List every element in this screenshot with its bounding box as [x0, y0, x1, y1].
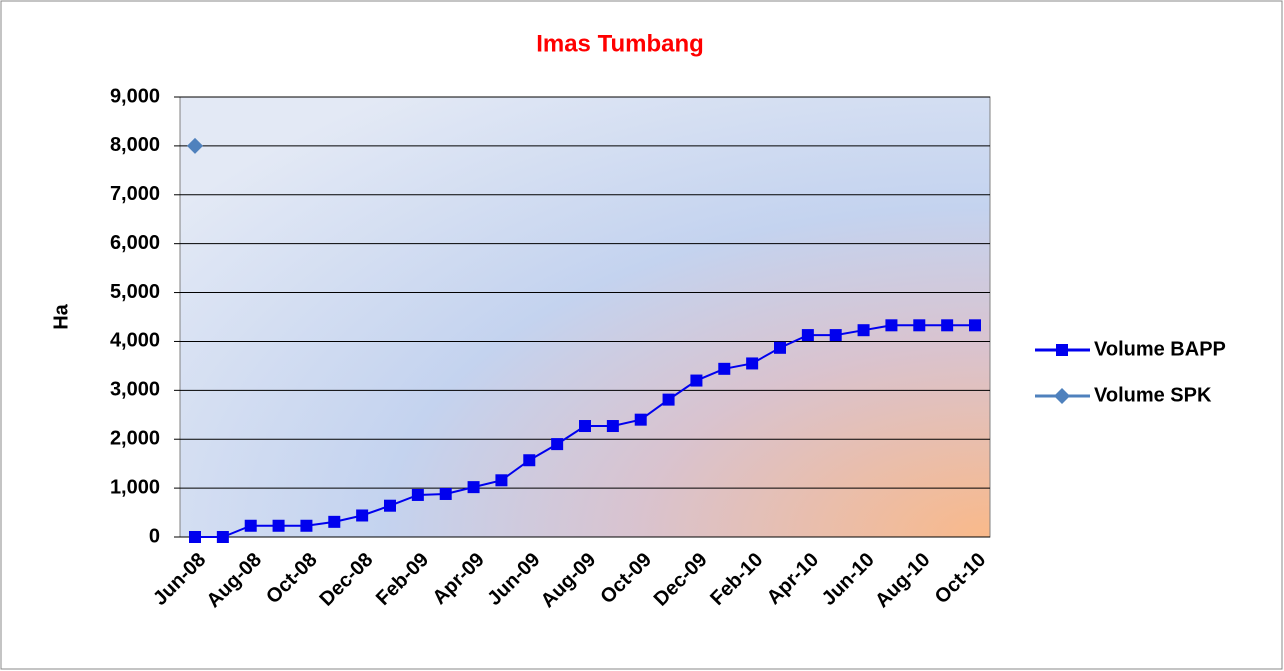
marker	[189, 531, 201, 543]
marker	[690, 374, 703, 387]
marker	[774, 341, 786, 354]
chart-title: Imas Tumbang	[536, 30, 704, 57]
marker	[634, 413, 647, 426]
y-tick-label: 4,000	[110, 330, 160, 352]
marker	[551, 438, 564, 451]
marker	[300, 519, 313, 532]
y-tick-label: 3,000	[110, 379, 160, 401]
marker	[885, 319, 898, 332]
y-tick-label: 0	[149, 525, 160, 547]
y-tick-label: 5,000	[110, 281, 160, 303]
legend-label: Volume BAPP	[1094, 338, 1226, 360]
marker	[356, 509, 369, 522]
marker	[523, 454, 536, 467]
marker	[328, 515, 341, 528]
marker	[606, 420, 619, 433]
plot-area	[179, 96, 991, 538]
legend-label: Volume SPK	[1094, 384, 1212, 406]
marker	[495, 474, 508, 487]
marker	[216, 531, 229, 543]
marker	[384, 499, 396, 512]
y-tick-label: 6,000	[110, 232, 160, 254]
marker	[244, 519, 257, 532]
legend-marker	[1054, 388, 1070, 404]
y-tick-label: 1,000	[110, 476, 160, 498]
marker	[718, 362, 731, 375]
marker	[662, 393, 675, 406]
marker	[272, 519, 285, 532]
marker	[439, 487, 452, 500]
marker	[941, 319, 954, 332]
legend-marker	[1056, 344, 1068, 356]
y-tick-label: 2,000	[110, 428, 160, 450]
marker	[857, 324, 870, 337]
marker	[829, 329, 842, 342]
y-tick-label: 7,000	[110, 183, 160, 205]
marker	[801, 329, 814, 342]
marker	[187, 137, 203, 154]
marker	[579, 420, 591, 433]
y-tick-label: 8,000	[110, 134, 160, 156]
y-tick-label: 9,000	[110, 85, 160, 107]
marker	[969, 319, 981, 332]
marker	[411, 488, 424, 501]
marker	[467, 481, 480, 494]
y-axis-label: Ha	[50, 303, 72, 329]
marker	[913, 319, 926, 332]
marker	[746, 357, 759, 370]
